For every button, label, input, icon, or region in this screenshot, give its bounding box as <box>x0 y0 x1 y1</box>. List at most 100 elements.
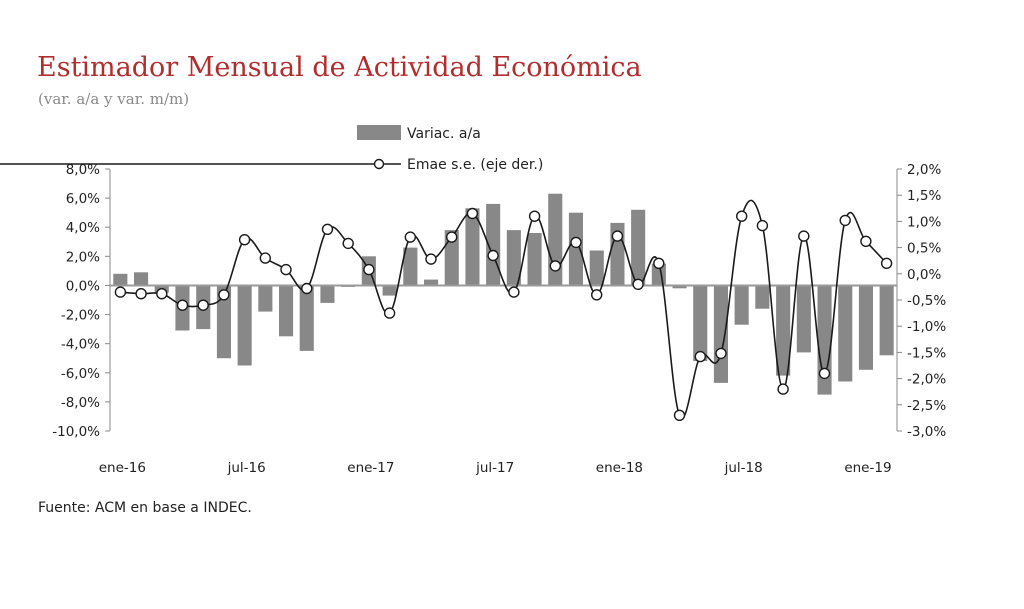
right-tick-label: -2,0% <box>907 372 946 388</box>
line-point <box>528 210 541 222</box>
bar <box>693 285 708 362</box>
bar <box>589 250 604 286</box>
line-point <box>487 249 499 262</box>
line-point <box>197 299 209 311</box>
line-point <box>839 214 851 227</box>
x-tick-label: jul-18 <box>724 460 763 476</box>
line-point <box>259 252 271 264</box>
bar <box>216 285 231 359</box>
line-point <box>114 286 127 298</box>
bar <box>713 285 728 383</box>
line-point <box>238 233 251 246</box>
line-point <box>549 260 561 272</box>
line-point <box>777 383 789 395</box>
right-tick-label: 1,0% <box>907 214 941 230</box>
bar <box>568 212 583 286</box>
left-tick-label: 8,0% <box>66 162 100 178</box>
bar <box>796 285 811 353</box>
line-point <box>591 289 603 301</box>
left-tick-label: -10,0% <box>52 424 100 440</box>
bar <box>258 285 273 312</box>
line-point <box>508 286 520 298</box>
bar <box>548 193 563 286</box>
right-tick-label: -1,5% <box>907 345 946 361</box>
line-point <box>756 219 769 232</box>
bar <box>776 285 791 376</box>
line-point <box>383 307 396 319</box>
line-point <box>715 347 727 360</box>
line-point <box>321 223 334 236</box>
line-point <box>694 350 706 363</box>
line-point <box>736 210 748 222</box>
line-point <box>632 278 644 290</box>
line-point <box>363 263 375 276</box>
left-tick-label: 6,0% <box>66 191 100 207</box>
bar <box>506 230 521 286</box>
bar <box>237 285 252 366</box>
line-point <box>280 263 292 276</box>
bar <box>858 285 873 370</box>
right-tick-label: 2,0% <box>907 162 941 178</box>
line-point <box>673 409 686 421</box>
bar <box>527 233 542 286</box>
legend-bar-swatch <box>357 125 401 140</box>
x-tick-label: ene-19 <box>844 460 891 476</box>
line-point <box>446 231 458 243</box>
bar <box>279 285 294 337</box>
right-tick-label: 1,5% <box>907 188 941 204</box>
axes-group <box>105 168 902 432</box>
left-tick-label: -4,0% <box>61 337 100 353</box>
right-tick-label: -0,5% <box>907 293 946 309</box>
line-point <box>611 230 624 242</box>
bar <box>299 285 314 351</box>
line-point <box>653 257 665 269</box>
line-point <box>880 257 893 269</box>
right-tick-label: -3,0% <box>907 424 946 440</box>
line-point <box>342 237 354 250</box>
legend-line-marker <box>373 158 385 170</box>
line-point <box>425 253 437 265</box>
right-tick-label: 0,5% <box>907 241 941 257</box>
bar <box>838 285 853 382</box>
line-point <box>818 367 831 380</box>
right-tick-label: 0,0% <box>907 267 941 283</box>
bar <box>672 285 687 289</box>
x-tick-label: jul-16 <box>227 460 266 476</box>
x-tick-label: ene-17 <box>347 460 394 476</box>
line-point <box>176 299 189 311</box>
line-point <box>301 282 313 295</box>
line-point <box>798 230 810 242</box>
chart-subtitle: (var. a/a y var. m/m) <box>38 90 190 108</box>
line-point <box>156 288 168 300</box>
left-tick-label: 0,0% <box>66 278 100 294</box>
right-tick-label: -1,0% <box>907 319 946 335</box>
tick-labels-group: 8,0% 6,0% 4,0% 2,0% 0,0% -2,0% -4,0% -6,0% -8,0%… <box>52 162 946 476</box>
bar <box>734 285 749 325</box>
source-note: Fuente: ACM en base a INDEC. <box>38 500 252 516</box>
bar <box>320 285 335 303</box>
bar <box>879 285 894 356</box>
legend-bar-label: Variac. a/a <box>407 126 481 142</box>
chart-title: Estimador Mensual de Actividad Económica <box>37 52 642 83</box>
left-tick-label: 4,0% <box>66 220 100 236</box>
line-point <box>135 288 147 300</box>
bar <box>424 279 439 286</box>
left-tick-label: 2,0% <box>66 249 100 265</box>
line-point <box>570 236 582 249</box>
emae-line <box>120 199 888 419</box>
left-tick-label: -2,0% <box>61 308 100 324</box>
line-point <box>404 231 416 243</box>
right-tick-label: -2,5% <box>907 398 946 414</box>
bar <box>755 285 770 309</box>
line-series-group <box>114 199 893 421</box>
bar <box>403 247 418 286</box>
left-tick-label: -8,0% <box>61 395 100 411</box>
line-point <box>218 289 230 301</box>
x-tick-label: jul-17 <box>475 460 514 476</box>
x-tick-label: ene-16 <box>99 460 146 476</box>
bar <box>444 230 459 286</box>
bar <box>465 208 480 286</box>
left-tick-label: -6,0% <box>61 366 100 382</box>
line-point <box>860 235 872 248</box>
